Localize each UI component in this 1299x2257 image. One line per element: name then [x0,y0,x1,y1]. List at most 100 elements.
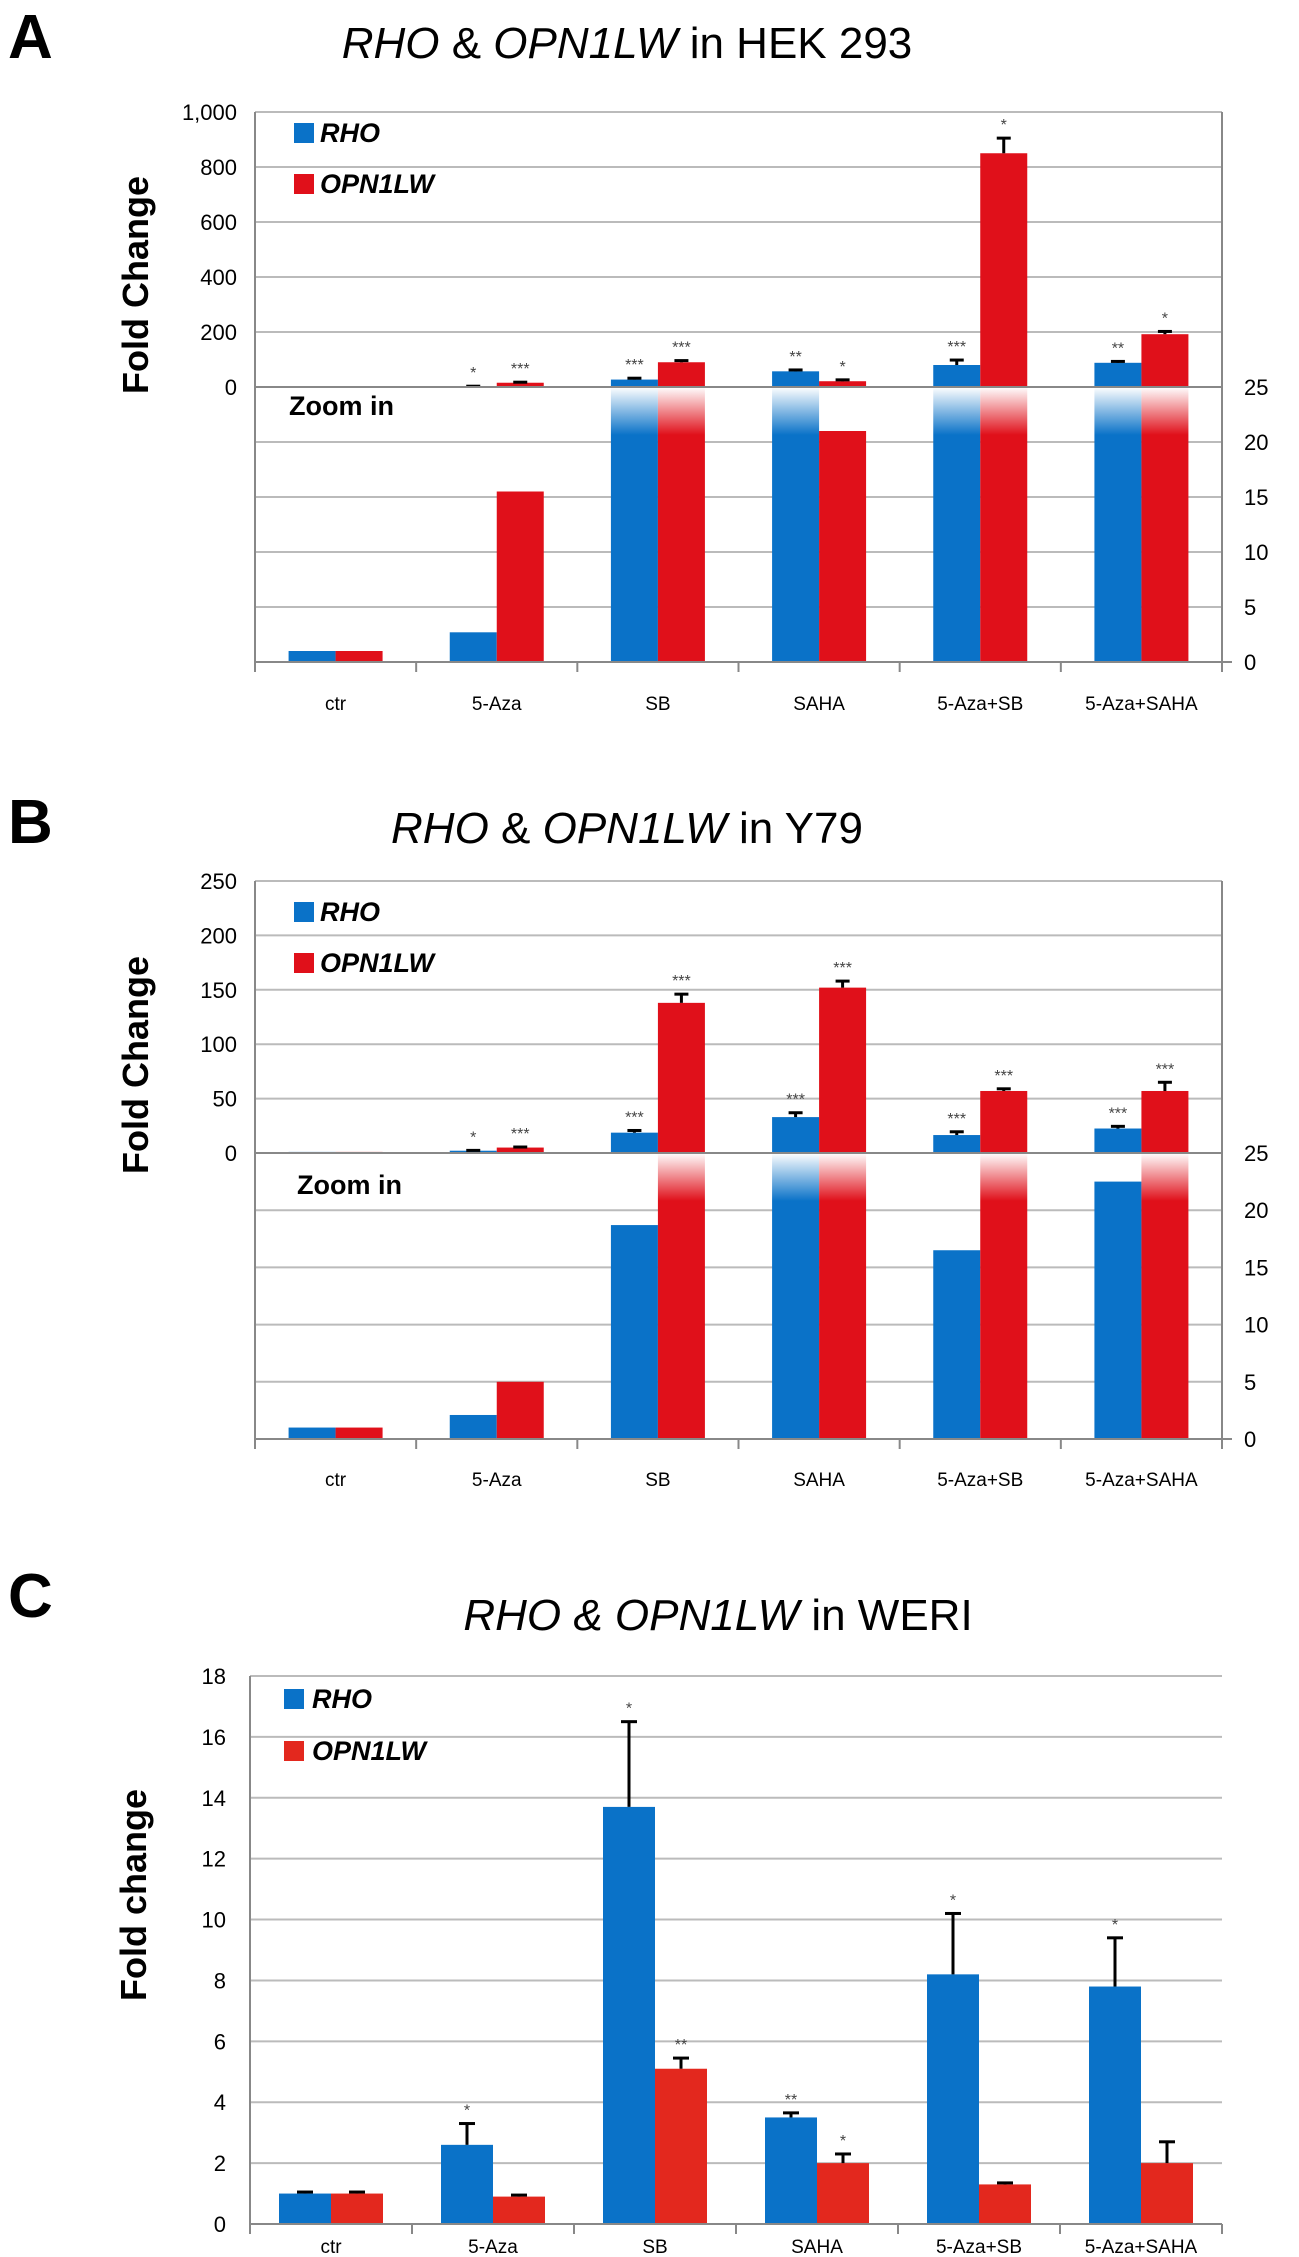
significance-label: * [1112,1917,1118,1934]
legend-label-opn1lw: OPN1LW [312,1736,429,1766]
title-cell-line: in HEK 293 [677,19,912,68]
legend-swatch-opn1lw [294,953,314,973]
title-cell-line: in WERI [799,1591,973,1640]
legend-swatch-opn1lw [294,174,314,194]
panel-b: B RHO & OPN1LW in Y79 Fold Change 050100… [8,788,1268,1491]
bar-upper-rho [772,371,820,387]
legend-label-opn1lw: OPN1LW [320,169,437,199]
panel-c: C RHO & OPN1LW in WERI Fold change 0 2 4 6 8… [8,1562,1223,2257]
title-gene-rho: RHO [342,19,440,68]
bar-upper-opn1lw [657,1002,705,1153]
x-tick-label: SB [645,1470,670,1491]
title-cell-line: in Y79 [727,804,863,853]
y-tick-label: 6 [214,2029,226,2054]
y-tick-label: 800 [200,155,237,180]
legend: RHO OPN1LW [294,897,437,978]
significance-label: ** [675,2037,687,2054]
significance-label: *** [1109,1105,1128,1122]
bar-upper-opn1lw [1141,1090,1189,1153]
significance-label: * [950,1892,956,1909]
x-tick-label: ctr [325,694,347,715]
bar-zoom-rho [449,1414,497,1439]
y2-tick-label: 5 [1244,1370,1256,1395]
legend: RHO OPN1LW [294,118,437,199]
y-tick-label: 16 [202,1725,226,1750]
y2-tick-label: 25 [1244,375,1268,400]
panel-letter-b: B [8,788,53,857]
significance-label: ** [789,349,801,366]
bar-zoom-rho [610,1225,658,1439]
panel-letter-c: C [8,1562,53,1631]
bar-opn1lw [1141,2163,1193,2224]
y-tick-label: 200 [200,923,237,948]
bar-zoom-fade-rho [1094,387,1142,435]
significance-label: * [1001,117,1007,134]
legend-swatch-opn1lw [284,1741,304,1761]
y2-tick-label: 20 [1244,1198,1268,1223]
significance-label: * [470,1129,476,1146]
title-amp: & [561,1591,615,1640]
x-tick-label: 5-Aza+SB [936,2237,1022,2257]
bar-zoom-opn1lw [335,651,383,662]
y-tick-label: 50 [213,1087,237,1112]
bar-upper-rho [1094,1128,1142,1153]
y-axis-label: Fold Change [115,176,156,394]
legend-swatch-rho [294,123,314,143]
bar-rho [603,1806,655,2224]
y-tick-label: 100 [200,1032,237,1057]
y-tick-label: 0 [225,375,237,400]
bar-zoom-opn1lw [980,435,1028,662]
y-tick-label: 1,000 [182,100,237,125]
bar-zoom-opn1lw [819,431,867,662]
y2-tick-label: 20 [1244,430,1268,455]
bar-upper-rho [1094,362,1142,387]
significance-label: *** [994,1068,1013,1085]
bar-opn1lw [331,2193,383,2224]
legend-swatch-rho [284,1689,304,1709]
title-gene-opn1lw: OPN1LW [493,19,681,68]
bar-opn1lw [979,2184,1031,2224]
x-tick-label: SB [645,694,670,715]
bar-zoom-opn1lw [657,435,705,662]
bar-zoom-fade-opn1lw [1141,387,1189,435]
significance-label: * [470,365,476,382]
bar-zoom-opn1lw [496,1381,544,1439]
bar-rho [1089,1986,1141,2224]
significance-label: * [1162,310,1168,327]
bar-opn1lw [493,2196,545,2224]
y-tick-label: 4 [214,2090,226,2115]
significance-label: * [839,359,845,376]
bar-zoom-opn1lw [1141,1201,1189,1439]
bar-zoom-fade-opn1lw [657,387,705,435]
legend: RHO OPN1LW [284,1684,429,1766]
y2-tick-label: 10 [1244,1313,1268,1338]
bar-rho [441,2144,493,2224]
x-tick-label: 5-Aza+SAHA [1085,2237,1198,2257]
legend-label-rho: RHO [312,1684,372,1714]
bar-zoom-opn1lw [335,1427,383,1439]
bar-zoom-rho [288,1427,336,1439]
panel-a-title: RHO & OPN1LW in HEK 293 [342,19,913,68]
title-gene-opn1lw: OPN1LW [615,1591,803,1640]
x-tick-label: 5-Aza+SB [937,1470,1023,1491]
bar-zoom-fade-opn1lw [980,1153,1028,1201]
y-tick-label: 10 [202,1908,226,1933]
panel-letter-a: A [8,3,53,72]
bar-zoom-opn1lw [657,1201,705,1439]
y-tick-label: 200 [200,320,237,345]
bar-zoom-rho [933,435,981,662]
significance-label: ** [1112,340,1124,357]
x-tick-label: 5-Aza+SAHA [1085,694,1198,715]
y2-tick-label: 0 [1244,650,1256,675]
significance-label: *** [833,960,852,977]
bar-zoom-rho [449,632,497,662]
significance-label: * [464,2103,470,2120]
bar-upper-opn1lw [1141,334,1189,387]
y2-tick-label: 5 [1244,595,1256,620]
significance-label: *** [511,361,530,378]
bar-zoom-fade-opn1lw [657,1153,705,1201]
bar-zoom-opn1lw [496,491,544,662]
